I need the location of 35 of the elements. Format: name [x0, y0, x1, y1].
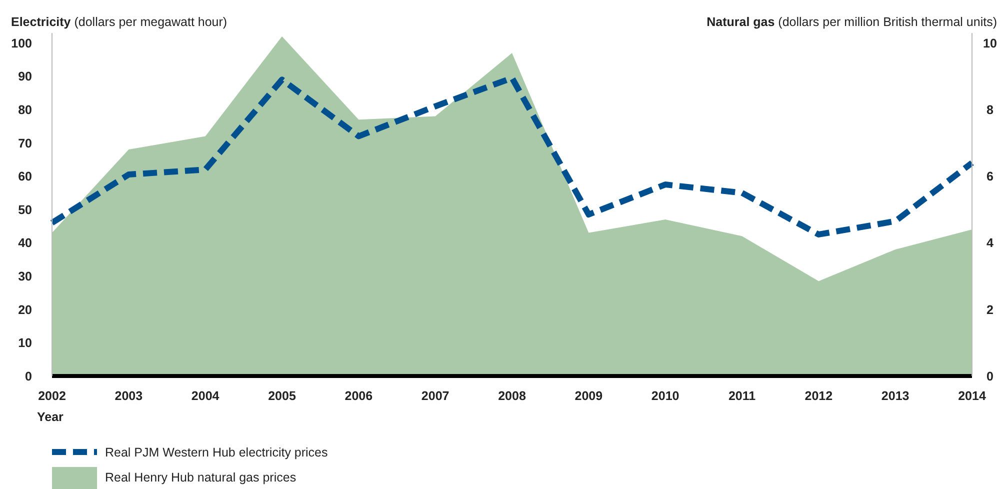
y2-tick-label: 2 — [986, 302, 994, 317]
y-tick-label: 100 — [11, 36, 32, 50]
x-tick-label: 2011 — [728, 389, 756, 403]
x-tick-label: 2013 — [881, 389, 910, 403]
x-tick-label: 2005 — [268, 389, 296, 403]
y2-tick-label: 4 — [986, 236, 994, 250]
x-tick-label: 2006 — [344, 389, 373, 403]
y2-tick-label: 6 — [986, 170, 994, 184]
y-tick-label: 0 — [25, 369, 32, 384]
y-tick-label: 40 — [18, 236, 32, 250]
x-tick-label: 2004 — [191, 389, 220, 403]
y-tick-label: 70 — [18, 136, 32, 150]
x-tick-label: 2014 — [958, 389, 986, 403]
y-tick-label: 10 — [18, 336, 32, 350]
legend-label: Real Henry Hub natural gas prices — [105, 470, 296, 484]
x-tick-label: 2002 — [38, 389, 66, 403]
x-tick-label: 2012 — [804, 389, 833, 403]
x-tick-label: 2009 — [574, 389, 603, 403]
x-tick-label: 2010 — [651, 389, 680, 403]
y2-axis-title: Natural gas (dollars per million British thermal units) — [706, 15, 997, 29]
x-tick-label: 2008 — [498, 389, 526, 403]
y-axis-title: Electricity (dollars per megawatt hour) — [11, 15, 228, 29]
y2-tick-label: 10 — [983, 36, 997, 50]
x-tick-label: 2003 — [114, 389, 143, 403]
y-tick-label: 60 — [18, 170, 32, 184]
y-tick-label: 20 — [18, 302, 32, 317]
x-tick-label: 2007 — [421, 389, 450, 403]
legend-label: Real PJM Western Hub electricity prices — [105, 445, 328, 460]
y-tick-label: 80 — [18, 102, 32, 117]
y2-tick-label: 0 — [986, 369, 994, 384]
y-tick-label: 50 — [18, 202, 32, 217]
x-axis-title: Year — [37, 410, 64, 424]
y-tick-label: 30 — [18, 269, 32, 284]
y-tick-label: 90 — [18, 70, 32, 84]
y2-tick-label: 8 — [986, 102, 994, 117]
